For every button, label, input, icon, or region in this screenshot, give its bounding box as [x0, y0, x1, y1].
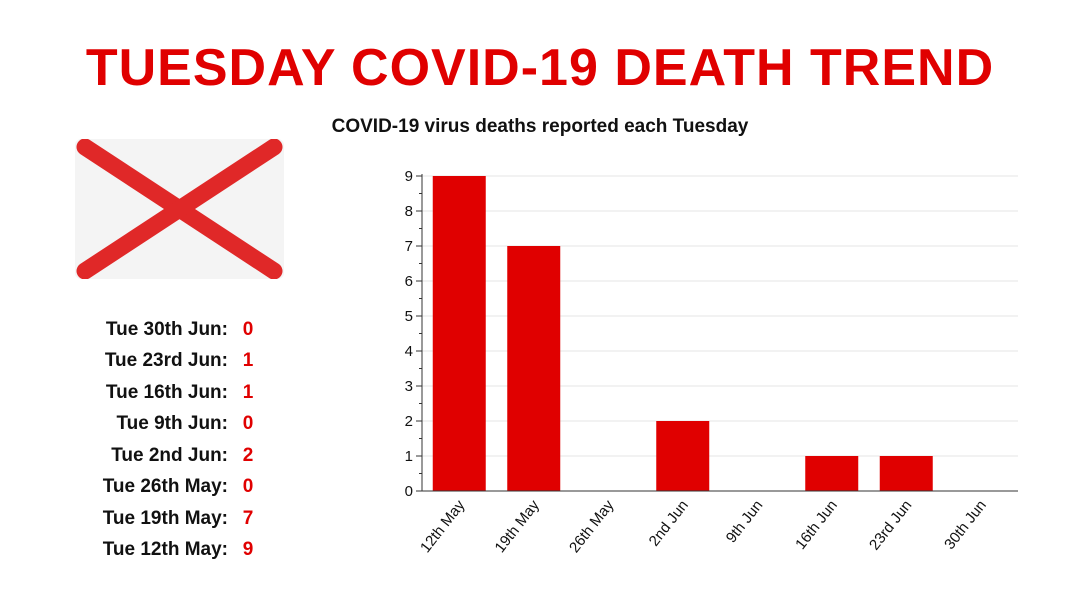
y-tick-label: 7 — [405, 238, 413, 255]
tally-death-count: 0 — [242, 318, 254, 340]
tally-row: Tue 16th Jun: 1 — [60, 377, 270, 409]
tally-row: Tue 9th Jun: 0 — [60, 409, 270, 441]
y-tick-label: 4 — [405, 343, 413, 360]
page-title: TUESDAY COVID-19 DEATH TREND — [85, 39, 995, 97]
x-tick-label: 12th May — [417, 497, 469, 556]
y-tick-label: 0 — [405, 483, 413, 500]
x-tick-label: 19th May — [492, 497, 544, 556]
y-tick-label: 6 — [405, 273, 413, 290]
tally-death-count: 9 — [242, 539, 254, 561]
bar — [879, 456, 933, 491]
tally-date-label: Tue 12th May: — [102, 539, 228, 561]
weekly-tally-list: Tue 30th Jun: 0 Tue 23rd Jun: 1 Tue 16th Jun… — [60, 314, 270, 566]
tally-date-label: Tue 26th May: — [102, 476, 228, 498]
x-tick-label: 9th Jun — [723, 497, 767, 546]
y-tick-label: 9 — [405, 168, 413, 185]
y-tick-label: 8 — [405, 203, 413, 220]
x-tick-label: 30th Jun — [941, 497, 990, 553]
bar — [805, 456, 859, 491]
x-tick-label: 26th May — [566, 497, 618, 556]
tally-row: Tue 26th May: 0 — [60, 472, 270, 504]
tally-death-count: 0 — [242, 476, 254, 498]
tally-row: Tue 30th Jun: 0 — [60, 314, 270, 346]
y-tick-label: 2 — [405, 413, 413, 430]
bar — [507, 246, 561, 491]
tally-date-label: Tue 23rd Jun: — [104, 350, 228, 372]
tally-death-count: 0 — [242, 413, 254, 435]
y-tick-label: 5 — [405, 308, 413, 325]
tally-date-label: Tue 19th May: — [102, 507, 228, 529]
bar — [656, 421, 710, 491]
tally-date-label: Tue 9th Jun: — [116, 413, 228, 435]
tally-death-count: 2 — [242, 444, 254, 466]
x-tick-label: 2nd Jun — [646, 497, 692, 550]
x-tick-label: 23rd Jun — [866, 497, 915, 553]
tally-death-count: 1 — [242, 381, 254, 403]
tally-death-count: 7 — [242, 507, 254, 529]
chart-subtitle: COVID-19 virus deaths reported each Tues… — [331, 116, 749, 137]
tally-death-count: 1 — [242, 350, 254, 372]
tally-date-label: Tue 30th Jun: — [105, 318, 228, 340]
tally-date-label: Tue 16th Jun: — [105, 381, 228, 403]
tally-row: Tue 19th May: 7 — [60, 503, 270, 535]
bar — [432, 176, 486, 491]
tally-row: Tue 2nd Jun: 2 — [60, 440, 270, 472]
tally-date-label: Tue 2nd Jun: — [111, 444, 228, 466]
y-tick-label: 1 — [405, 448, 413, 465]
alabama-flag-icon — [75, 139, 284, 279]
tally-row: Tue 23rd Jun: 1 — [60, 346, 270, 378]
tally-row: Tue 12th May: 9 — [60, 535, 270, 567]
y-tick-label: 3 — [405, 378, 413, 395]
x-tick-label: 16th Jun — [792, 497, 841, 553]
